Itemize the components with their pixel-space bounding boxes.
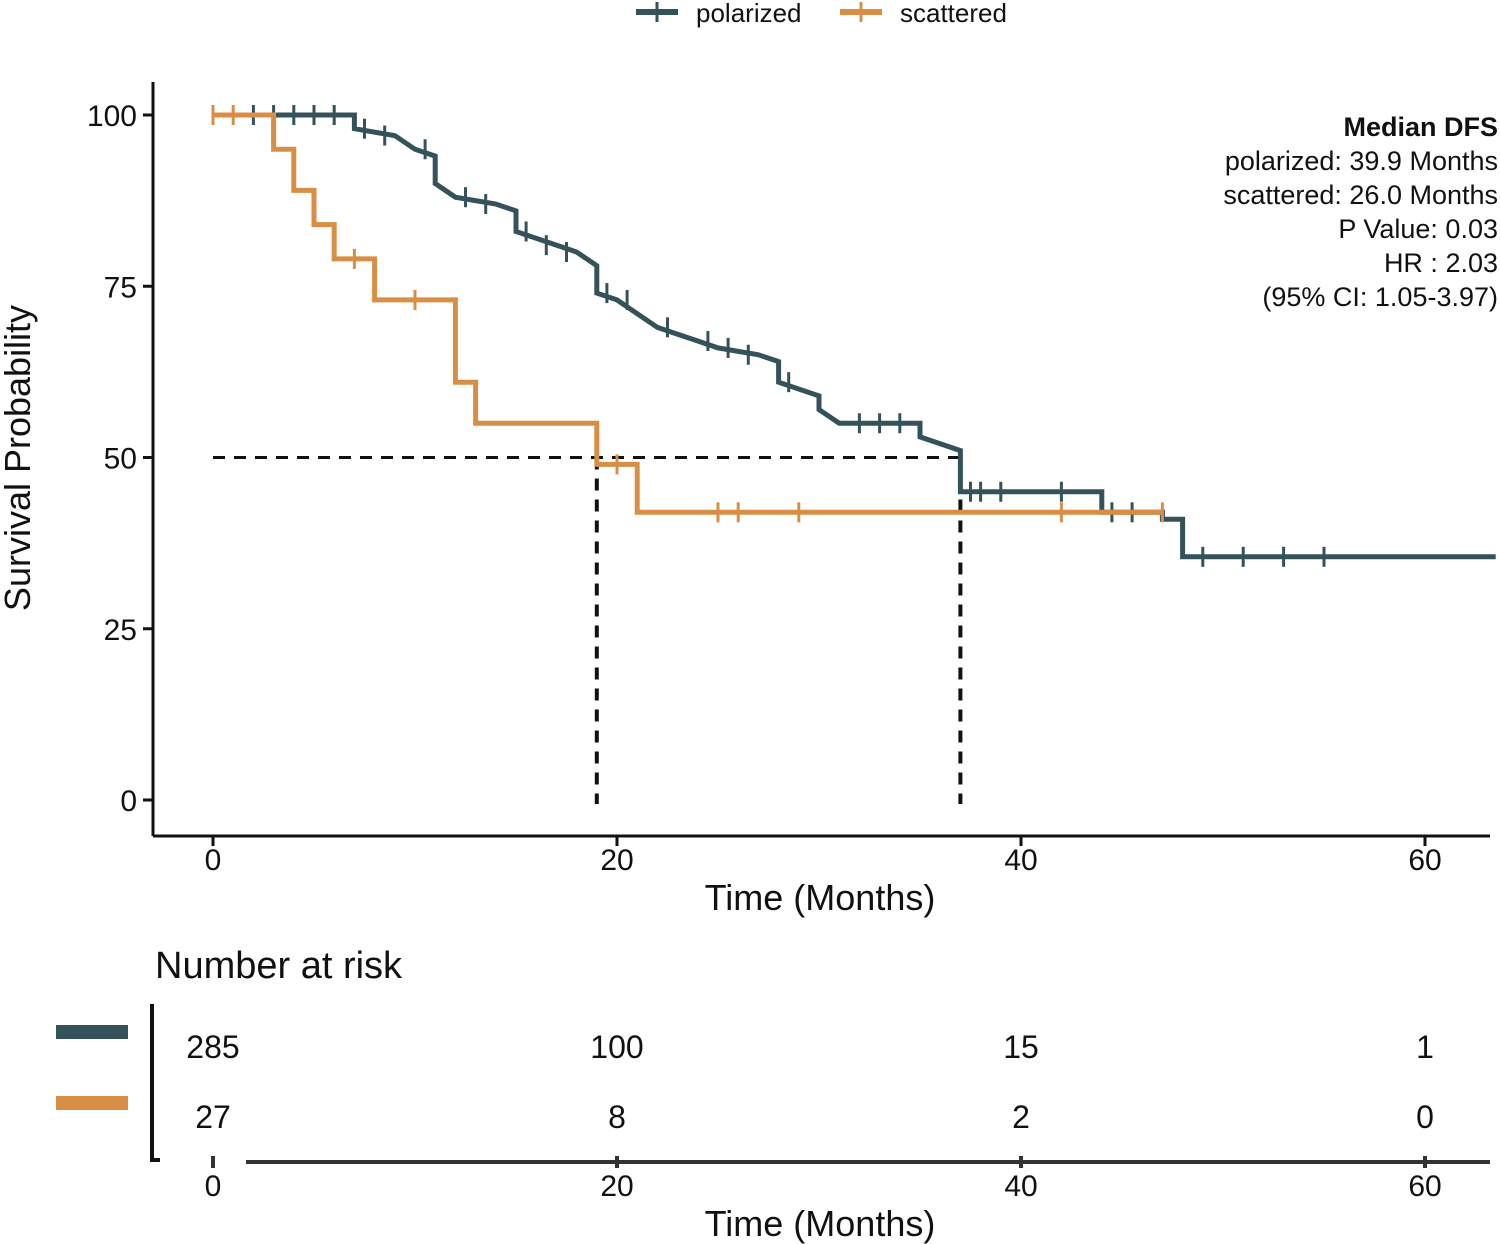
risk-count-polarized-40: 15 (1003, 1029, 1039, 1065)
median-dfs-annotation: Median DFS polarized: 39.9 Months scatte… (1223, 112, 1498, 312)
annotation-polarized-median: polarized: 39.9 Months (1225, 146, 1498, 176)
y-tick-label-100: 100 (87, 100, 137, 133)
risk-tick-label-0: 0 (205, 1170, 222, 1203)
x-tick-label-60: 60 (1408, 844, 1441, 877)
annotation-title: Median DFS (1343, 112, 1498, 142)
series-polarized (213, 105, 1496, 567)
x-tick-label-40: 40 (1004, 844, 1037, 877)
survival-curves (211, 105, 1496, 567)
risk-x-axis-title: Time (Months) (705, 1203, 936, 1244)
legend-label-polarized: polarized (696, 0, 802, 28)
x-axis-title: Time (Months) (705, 877, 936, 918)
y-tick-label-50: 50 (104, 443, 137, 476)
y-axis-ticks: 0 25 50 75 100 (87, 100, 153, 818)
median-reference-lines (213, 456, 963, 804)
risk-table-cells: 285 100 15 1 27 8 2 0 (186, 1029, 1434, 1135)
risk-table-title: Number at risk (155, 945, 403, 987)
y-tick-label-0: 0 (120, 785, 137, 818)
curve-scattered (213, 112, 1163, 515)
legend: polarized scattered (636, 0, 1007, 28)
annotation-hazard-ratio: HR : 2.03 (1384, 248, 1498, 278)
series-scattered (211, 105, 1164, 523)
risk-table-bracket (150, 1004, 160, 1162)
risk-count-scattered-60: 0 (1416, 1099, 1434, 1135)
risk-count-polarized-60: 1 (1416, 1029, 1434, 1065)
risk-count-polarized-0: 285 (186, 1029, 239, 1065)
annotation-scattered-median: scattered: 26.0 Months (1223, 180, 1498, 210)
risk-count-scattered-40: 2 (1012, 1099, 1030, 1135)
risk-count-scattered-20: 8 (608, 1099, 626, 1135)
x-tick-label-0: 0 (205, 844, 222, 877)
risk-tick-label-40: 40 (1004, 1170, 1037, 1203)
x-axis-ticks: 0 20 40 60 (205, 836, 1442, 877)
y-axis-title: Survival Probability (0, 305, 38, 611)
risk-count-polarized-20: 100 (590, 1029, 643, 1065)
curve-polarized (213, 112, 1496, 560)
annotation-p-value: P Value: 0.03 (1338, 214, 1498, 244)
annotation-confidence-interval: (95% CI: 1.05-3.97) (1262, 282, 1498, 312)
risk-tick-label-60: 60 (1408, 1170, 1441, 1203)
risk-axis-ticks: 0 20 40 60 (205, 1156, 1442, 1203)
x-tick-label-20: 20 (600, 844, 633, 877)
y-tick-label-25: 25 (104, 614, 137, 647)
y-tick-label-75: 75 (104, 271, 137, 304)
legend-label-scattered: scattered (900, 0, 1007, 28)
risk-table: Number at risk 285 100 15 127 8 2 0 0 20 40 60 Ti… (56, 945, 1490, 1244)
risk-count-scattered-0: 27 (195, 1099, 231, 1135)
risk-tick-label-20: 20 (600, 1170, 633, 1203)
